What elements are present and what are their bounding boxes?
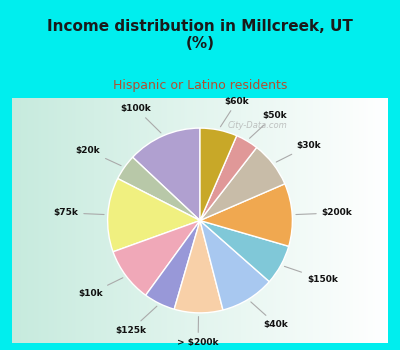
Wedge shape <box>200 128 237 220</box>
Text: $40k: $40k <box>251 302 288 329</box>
Wedge shape <box>174 220 223 313</box>
Text: $200k: $200k <box>296 208 352 217</box>
Text: $30k: $30k <box>276 141 321 162</box>
Text: $60k: $60k <box>220 97 249 127</box>
Wedge shape <box>200 147 285 220</box>
Wedge shape <box>108 178 200 252</box>
Text: $150k: $150k <box>284 266 338 284</box>
Text: $20k: $20k <box>76 146 121 166</box>
Text: $75k: $75k <box>53 208 104 217</box>
Wedge shape <box>200 220 289 282</box>
Text: City-Data.com: City-Data.com <box>228 121 288 130</box>
Wedge shape <box>200 184 292 246</box>
Wedge shape <box>200 220 269 310</box>
Wedge shape <box>133 128 200 220</box>
Text: $10k: $10k <box>78 278 123 298</box>
Text: $125k: $125k <box>115 306 157 335</box>
Wedge shape <box>146 220 200 309</box>
Text: > $200k: > $200k <box>177 317 219 347</box>
Text: $100k: $100k <box>121 104 161 133</box>
Text: Income distribution in Millcreek, UT
(%): Income distribution in Millcreek, UT (%) <box>47 19 353 51</box>
Wedge shape <box>113 220 200 295</box>
Text: Hispanic or Latino residents: Hispanic or Latino residents <box>113 79 287 92</box>
Wedge shape <box>200 136 257 220</box>
Wedge shape <box>118 157 200 220</box>
Text: $50k: $50k <box>250 111 287 138</box>
